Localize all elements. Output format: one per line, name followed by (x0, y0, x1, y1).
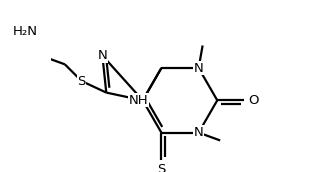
Text: S: S (77, 75, 86, 88)
Text: O: O (248, 94, 258, 107)
Text: H₂N: H₂N (13, 25, 38, 38)
Text: N: N (98, 49, 107, 62)
Text: NH: NH (129, 94, 148, 107)
Text: N: N (194, 62, 204, 74)
Text: N: N (194, 126, 204, 139)
Text: S: S (157, 163, 165, 172)
